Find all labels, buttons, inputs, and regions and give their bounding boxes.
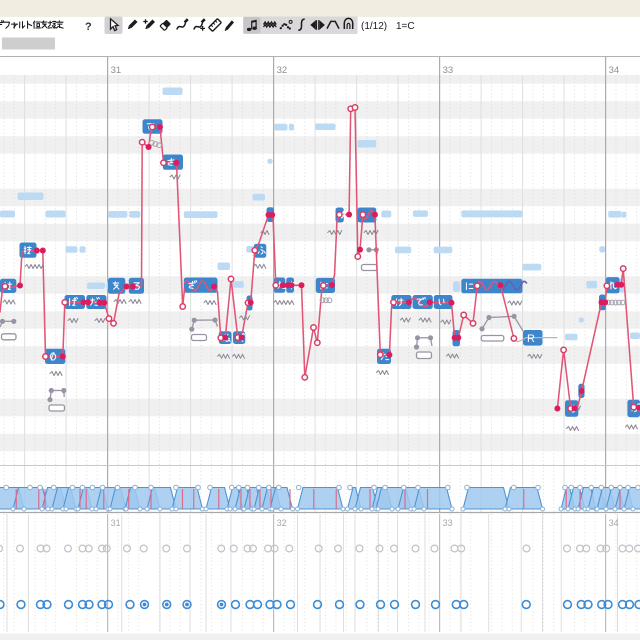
svg-text:31: 31 (111, 65, 122, 76)
svg-text:R: R (527, 333, 535, 345)
svg-text:33: 33 (443, 518, 453, 528)
svg-text:34: 34 (609, 518, 619, 528)
svg-text:32: 32 (277, 518, 287, 528)
svg-text:33: 33 (443, 65, 454, 76)
svg-text:32: 32 (277, 65, 288, 76)
svg-text:1=C: 1=C (396, 21, 415, 32)
svg-text:34: 34 (609, 65, 620, 76)
svg-text:(1/12): (1/12) (361, 21, 387, 32)
svg-text:?: ? (85, 21, 92, 33)
svg-text:31: 31 (111, 518, 121, 528)
